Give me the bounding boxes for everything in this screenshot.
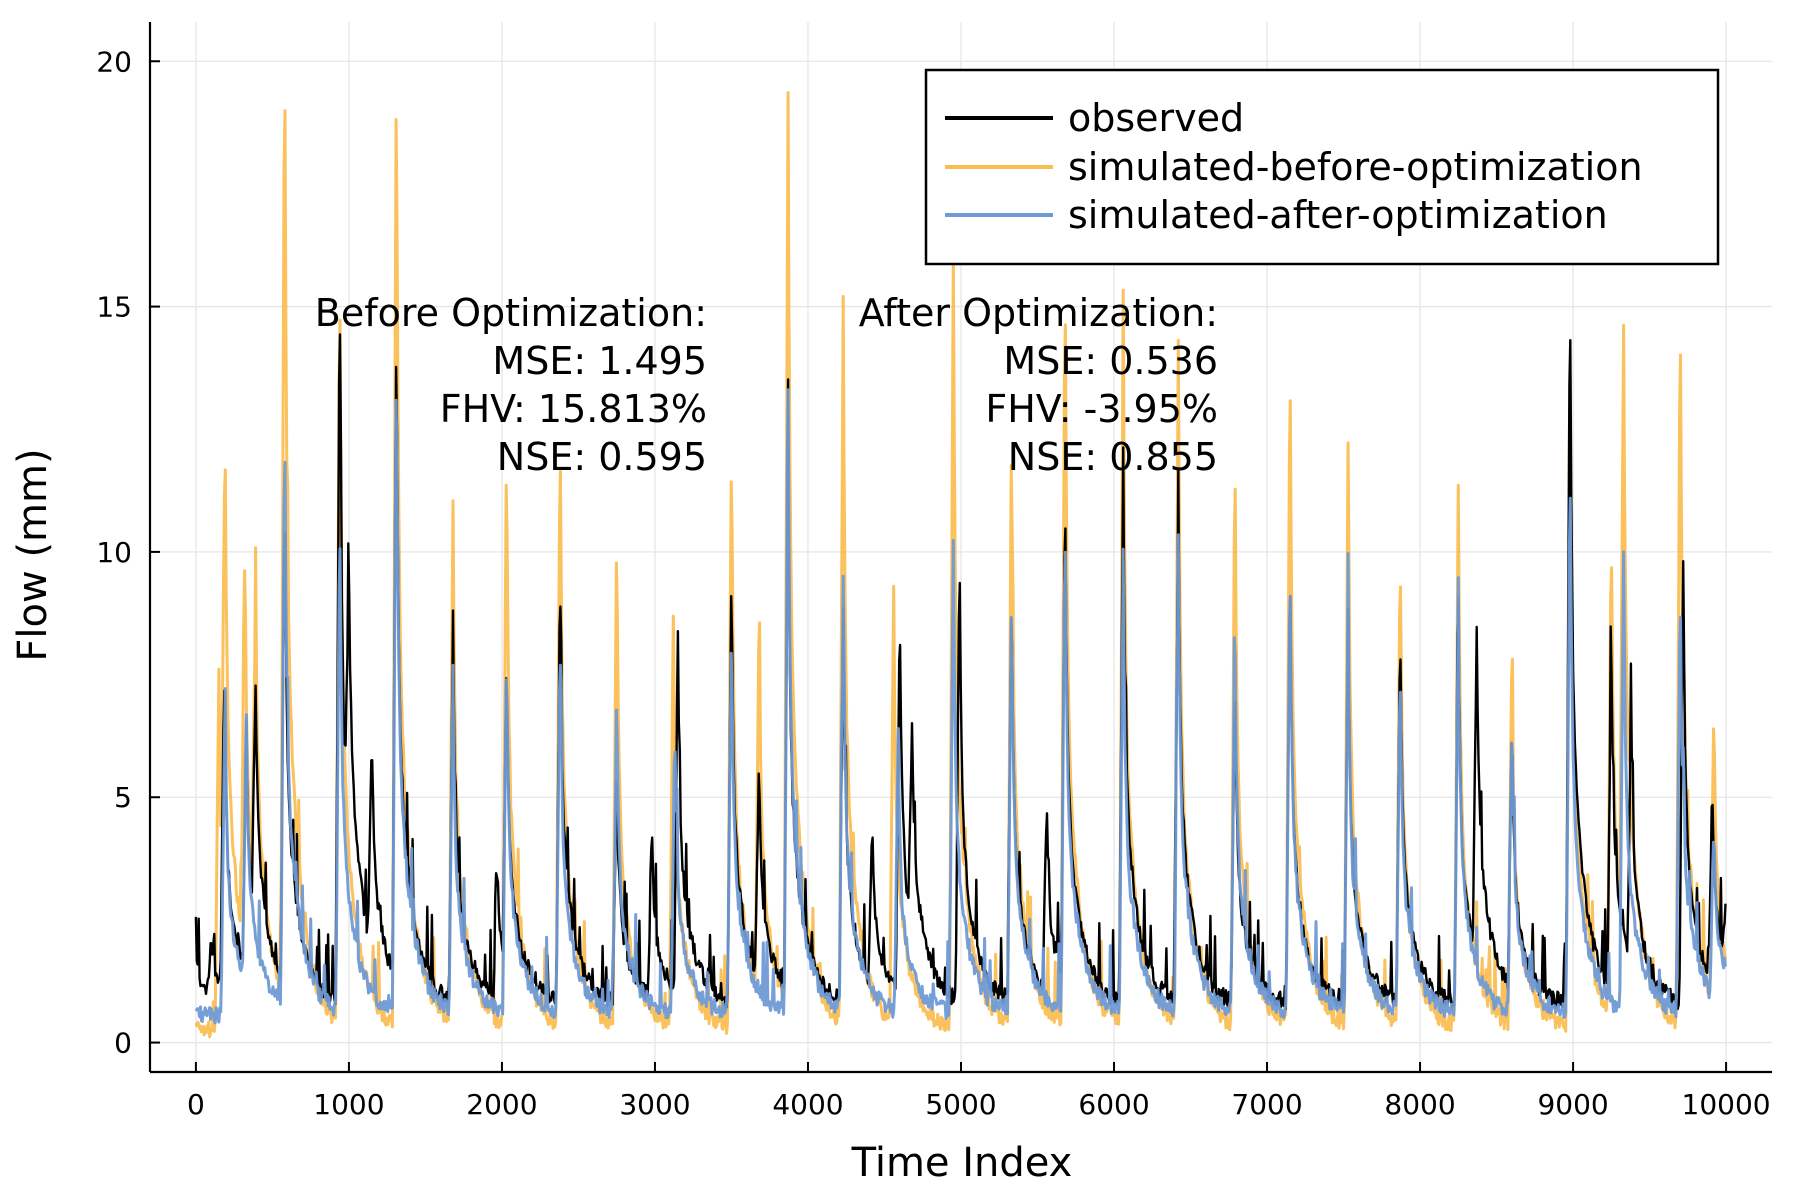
x-tick-label: 5000	[925, 1088, 996, 1121]
legend: observed simulated-before-optimization s…	[924, 68, 1720, 266]
stats-after-mse: MSE: 0.536	[1003, 339, 1218, 383]
x-tick-label: 1000	[313, 1088, 384, 1121]
y-tick-labels: 0 5 10 15 20	[96, 45, 132, 1059]
x-axis-title: Time Index	[851, 1140, 1073, 1186]
legend-label-after: simulated-after-optimization	[1068, 193, 1608, 237]
x-tick-label: 6000	[1078, 1088, 1149, 1121]
x-tick-label: 2000	[466, 1088, 537, 1121]
y-tick-label: 0	[114, 1027, 132, 1060]
stats-after-fhv: FHV: -3.95%	[985, 387, 1218, 431]
x-tick-label: 10000	[1682, 1088, 1771, 1121]
y-tick-label: 15	[96, 291, 132, 324]
axes	[148, 22, 1772, 1074]
series-line-simulated-after-optimization	[194, 388, 1727, 1025]
y-tick-label: 5	[114, 781, 132, 814]
x-tick-label: 0	[187, 1088, 205, 1121]
x-tick-labels: 0 1000 2000 3000 4000 5000 6000 7000 8000 9000 100…	[187, 1088, 1771, 1121]
x-tick-label: 8000	[1384, 1088, 1455, 1121]
y-tick-label: 10	[96, 536, 132, 569]
series-lines	[194, 91, 1727, 1039]
legend-label-observed: observed	[1068, 96, 1244, 140]
legend-box	[924, 68, 1720, 266]
stats-before-mse: MSE: 1.495	[492, 339, 707, 383]
stats-before-nse: NSE: 0.595	[497, 435, 707, 479]
x-tick-label: 7000	[1231, 1088, 1302, 1121]
stats-before-fhv: FHV: 15.813%	[440, 387, 707, 431]
stats-after-nse: NSE: 0.855	[1008, 435, 1218, 479]
stats-after-title: After Optimization:	[859, 291, 1218, 335]
y-axis-title: Flow (mm)	[10, 448, 56, 661]
y-tick-label: 20	[96, 45, 132, 78]
x-tick-label: 9000	[1537, 1088, 1608, 1121]
stats-before-title: Before Optimization:	[315, 291, 707, 335]
x-tick-label: 4000	[772, 1088, 843, 1121]
x-tick-label: 3000	[619, 1088, 690, 1121]
stats-after-optimization: After Optimization: MSE: 0.536 FHV: -3.9…	[859, 291, 1218, 479]
legend-label-before: simulated-before-optimization	[1068, 145, 1643, 189]
stats-before-optimization: Before Optimization: MSE: 1.495 FHV: 15.…	[315, 291, 707, 479]
